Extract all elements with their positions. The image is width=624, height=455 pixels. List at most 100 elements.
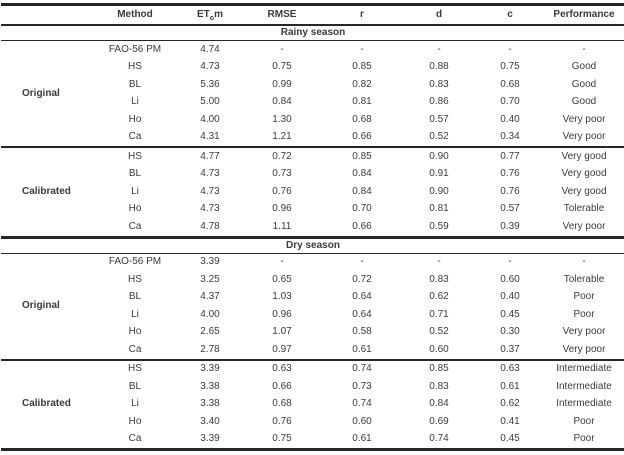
table-row: Li 4.00 0.96 0.64 0.71 0.45 Poor	[1, 306, 624, 324]
subscript: o	[209, 15, 215, 22]
cell-performance: Very poor	[562, 131, 606, 143]
cell-etm: 4.73	[200, 185, 220, 197]
cell-rmse: 1.11	[272, 220, 292, 232]
table-row: Ca 3.39 0.75 0.61 0.74 0.45 Poor	[1, 431, 624, 450]
cell-rmse: -	[280, 43, 284, 55]
cell-r: 0.85	[352, 61, 372, 73]
cell-c: 0.77	[477, 146, 543, 166]
cell-rmse: 0.84	[272, 96, 292, 108]
cell-c: 0.75	[500, 61, 520, 73]
cell-method: Ca	[128, 131, 142, 143]
cell-r: 0.72	[352, 273, 372, 285]
cell-rmse: 0.76	[272, 185, 292, 197]
cell-etm: 5.00	[200, 96, 220, 108]
table-row: Original FAO-56 PM 3.39 - - - - -	[1, 253, 624, 311]
cell-d: 0.88	[429, 61, 449, 73]
cell-etm: 2.65	[200, 326, 220, 338]
season-band: Dry season	[1, 235, 624, 254]
cell-method: Ca	[128, 343, 142, 355]
cell-c: 0.76	[500, 185, 520, 197]
cell-c: 0.39	[500, 220, 520, 232]
table-row: Ca 4.31 1.21 0.66 0.52 0.34 Very poor	[1, 129, 624, 148]
cell-r: -	[360, 43, 364, 55]
table-row: Li 5.00 0.84 0.81 0.86 0.70 Good	[1, 94, 624, 112]
cell-performance: Poor	[573, 291, 595, 303]
cell-performance: -	[582, 256, 586, 268]
group-label-original: Original	[22, 300, 60, 311]
cell-method: FAO-56 PM	[108, 256, 162, 268]
cell-r: 0.84	[352, 168, 372, 180]
cell-method: Ca	[128, 433, 142, 445]
table-row: BL 5.36 0.99 0.82 0.83 0.68 Good	[1, 76, 624, 94]
cell-rmse: 0.73	[272, 168, 292, 180]
cell-d: 0.84	[429, 398, 449, 410]
cell-d: 0.52	[429, 131, 449, 143]
cell-c: -	[508, 43, 512, 55]
cell-c: 0.45	[500, 308, 520, 320]
cell-rmse: 0.65	[272, 273, 292, 285]
cell-method: HS	[91, 358, 179, 378]
table-row: Li 4.73 0.76 0.84 0.90 0.76 Very good	[1, 183, 624, 201]
cell-method: HS	[128, 61, 142, 73]
cell-d: 0.59	[429, 220, 449, 232]
cell-etm: 3.40	[200, 415, 220, 427]
cell-d: 0.83	[429, 273, 449, 285]
table-row: Ho 4.73 0.96 0.70 0.81 0.57 Tolerable	[1, 201, 624, 219]
cell-d: 0.71	[429, 308, 449, 320]
cell-performance: Very good	[561, 185, 607, 197]
cell-method: BL	[128, 78, 142, 90]
cell-etm: 4.31	[200, 131, 220, 143]
cell-d: 0.69	[429, 415, 449, 427]
table-row: Calibrated HS 3.39 0.63 0.74 0.85 0.63 Intermed…	[1, 358, 624, 450]
column-header-rmse: RMSE	[267, 9, 297, 20]
table-row: HS 3.25 0.65 0.72 0.83 0.60 Tolerable	[1, 271, 624, 289]
cell-r: 0.85	[323, 146, 401, 166]
cell-d: 0.62	[429, 291, 449, 303]
cell-r: 0.66	[352, 131, 372, 143]
cell-rmse: 0.99	[272, 78, 292, 90]
cell-d: 0.90	[401, 146, 477, 166]
cell-r: -	[360, 256, 364, 268]
cell-r: 0.73	[352, 380, 372, 392]
cell-r: 0.58	[352, 326, 372, 338]
cell-method: Ca	[128, 220, 142, 232]
cell-c: 0.63	[477, 358, 543, 378]
cell-etm: 4.77	[179, 146, 241, 166]
column-header-r: r	[360, 9, 364, 20]
cell-etm: 3.39	[179, 358, 241, 378]
cell-performance: Very poor	[562, 326, 606, 338]
cell-rmse: 0.96	[272, 308, 292, 320]
cell-method: BL	[128, 380, 142, 392]
cell-c: 0.45	[500, 433, 520, 445]
cell-performance: Very poor	[562, 220, 606, 232]
cell-method: Ho	[128, 415, 142, 427]
cell-performance: Good	[571, 61, 597, 73]
group-label-calibrated: Calibrated	[1, 146, 91, 237]
cell-c: 0.30	[500, 326, 520, 338]
table-body: Method ETom RMSE r d c Performance Rainy season…	[1, 5, 624, 450]
cell-performance: Tolerable	[563, 203, 605, 215]
cell-d: 0.60	[429, 343, 449, 355]
performance-table: Method ETom RMSE r d c Performance Rainy season…	[1, 3, 624, 451]
season-band-title: Dry season	[1, 235, 624, 254]
cell-r: 0.64	[352, 308, 372, 320]
cell-method: HS	[91, 146, 179, 166]
cell-performance: Poor	[573, 433, 595, 445]
cell-r: 0.64	[352, 291, 372, 303]
cell-performance: Very good	[543, 146, 624, 166]
cell-rmse: 1.30	[272, 113, 292, 125]
cell-d: 0.91	[429, 168, 449, 180]
cell-method: Li	[131, 398, 139, 410]
group-label-calibrated: Calibrated	[1, 358, 91, 450]
header-row: Method ETom RMSE r d c Performance	[1, 5, 624, 26]
cell-r: 0.70	[352, 203, 372, 215]
cell-r: 0.61	[352, 343, 372, 355]
cell-method: Ho	[128, 113, 142, 125]
cell-etm: 4.00	[200, 113, 220, 125]
cell-method: FAO-56 PM	[108, 43, 162, 55]
cell-etm: 4.73	[200, 168, 220, 180]
cell-etm: 4.78	[200, 220, 220, 232]
cell-performance: Very good	[561, 168, 607, 180]
cell-etm: 3.39	[200, 256, 220, 268]
column-header-performance: Performance	[553, 9, 615, 20]
